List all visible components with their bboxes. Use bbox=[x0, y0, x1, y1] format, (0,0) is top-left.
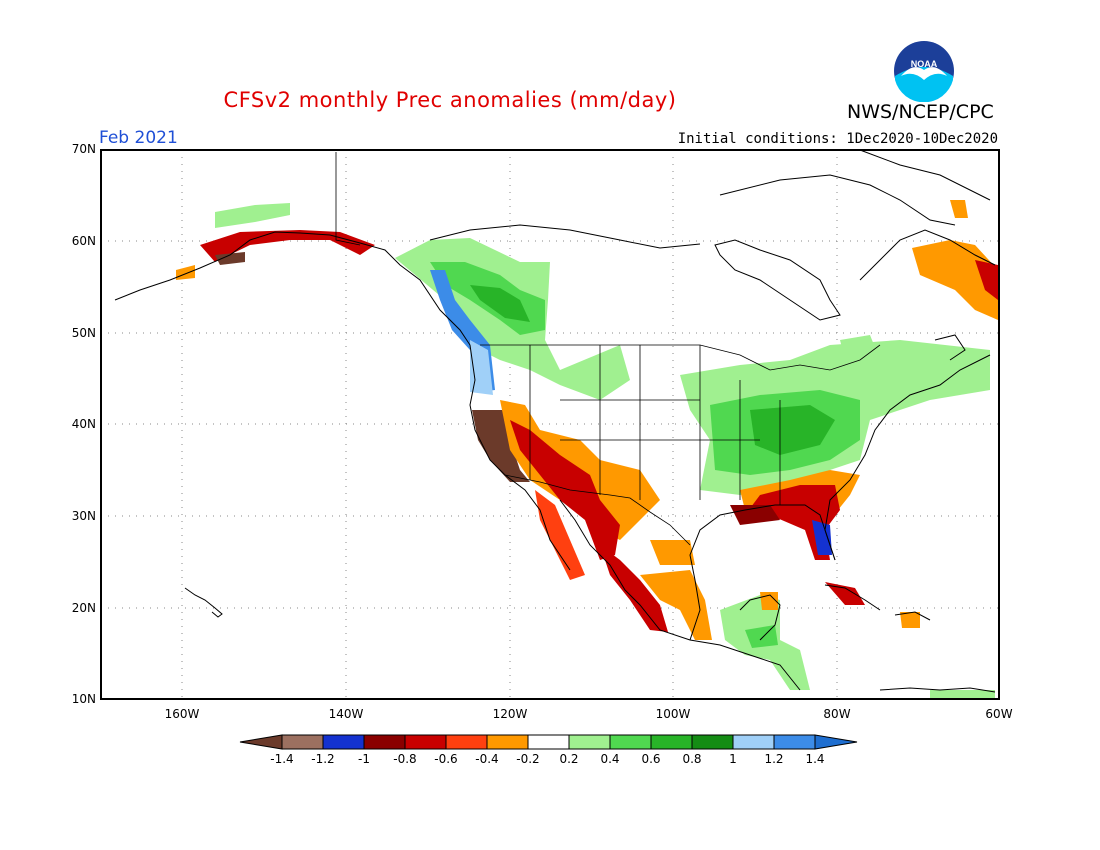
colorbar-swatch bbox=[568, 734, 611, 750]
coast-arctic bbox=[429, 224, 701, 249]
coast-east bbox=[824, 354, 991, 561]
colorbar-swatch bbox=[281, 734, 324, 750]
colorbar-swatch bbox=[773, 734, 816, 750]
colorbar-tick-label: -0.6 bbox=[434, 752, 458, 766]
forecast-period: Feb 2021 bbox=[99, 128, 178, 148]
lat-label-70n: 70N bbox=[71, 142, 96, 156]
coast-hispaniola bbox=[894, 611, 931, 621]
coast-baffin bbox=[719, 174, 956, 226]
colorbar-swatch bbox=[650, 734, 693, 750]
colorbar-tick-label: -0.8 bbox=[393, 752, 417, 766]
noaa-logo: NOAA bbox=[894, 41, 954, 102]
lon-label-120w: 120W bbox=[492, 707, 528, 721]
anomaly-ohio-core bbox=[750, 405, 835, 455]
anomaly-baja-dry bbox=[535, 490, 585, 580]
lat-label-40n: 40N bbox=[71, 417, 96, 431]
colorbar-tick-label: -0.2 bbox=[516, 752, 540, 766]
colorbar-tick-label: -0.4 bbox=[475, 752, 499, 766]
border-states-1 bbox=[529, 345, 781, 505]
anomaly-hispaniola-orange bbox=[900, 612, 920, 628]
colorbar bbox=[239, 734, 858, 750]
anomaly-texas-orange bbox=[650, 540, 695, 565]
coast-cuba bbox=[824, 584, 881, 611]
anomaly-shading bbox=[176, 200, 998, 698]
colorbar-right-arrow bbox=[814, 734, 858, 750]
lon-label-160w: 160W bbox=[164, 707, 200, 721]
colorbar-swatch bbox=[486, 734, 529, 750]
anomaly-florida-blue bbox=[812, 520, 832, 555]
colorbar-tick-label: -1.2 bbox=[311, 752, 335, 766]
anomaly-mexico-orange bbox=[640, 570, 712, 640]
lat-label-20n: 20N bbox=[71, 601, 96, 615]
political-borders bbox=[335, 152, 881, 546]
colorbar-tick-label: 0.8 bbox=[682, 752, 702, 766]
colorbar-swatch bbox=[527, 734, 570, 750]
coast-yucatan bbox=[739, 594, 781, 641]
colorbar-tick-label: -1 bbox=[358, 752, 370, 766]
lon-label-80w: 80W bbox=[823, 707, 851, 721]
lon-label-140w: 140W bbox=[328, 707, 364, 721]
colorbar-tick-label: 1.4 bbox=[805, 752, 825, 766]
colorbar-swatch bbox=[445, 734, 488, 750]
anomaly-great-lakes-east-green bbox=[840, 335, 880, 360]
coast-greenland bbox=[859, 149, 991, 201]
lat-label-30n: 30N bbox=[71, 509, 96, 523]
colorbar-tick-label: 1 bbox=[729, 752, 737, 766]
anomaly-coast-lightblue bbox=[470, 340, 493, 395]
colorbar-swatch bbox=[732, 734, 775, 750]
coast-mexico-pacific bbox=[559, 499, 801, 691]
lat-label-50n: 50N bbox=[71, 326, 96, 340]
initial-conditions: Initial conditions: 1Dec2020-10Dec2020 bbox=[677, 131, 998, 147]
anomaly-caribbean-green bbox=[930, 690, 995, 698]
colorbar-tick-label: 0.6 bbox=[641, 752, 661, 766]
anomaly-mexico-west-dry bbox=[600, 545, 668, 632]
anomaly-alaska-green bbox=[215, 203, 290, 228]
colorbar-tick-label: 0.4 bbox=[600, 752, 620, 766]
coast-labrador bbox=[859, 229, 996, 281]
colorbar-swatch bbox=[691, 734, 734, 750]
map-frame bbox=[100, 149, 1000, 700]
colorbar-left-arrow bbox=[239, 734, 283, 750]
border-alaska-canada bbox=[335, 152, 361, 246]
colorbar-swatch bbox=[322, 734, 365, 750]
lat-label-10n: 10N bbox=[71, 692, 96, 706]
anomaly-california-dry bbox=[472, 410, 530, 482]
chart-title: CFSv2 monthly Prec anomalies (mm/day) bbox=[223, 88, 677, 112]
anomaly-labrador-dry bbox=[912, 240, 998, 320]
anomaly-aleutian-orange bbox=[176, 265, 195, 280]
anomaly-bc-wet-core bbox=[470, 285, 530, 322]
border-us-mexico bbox=[504, 474, 691, 546]
anomaly-alaska-dry bbox=[200, 230, 375, 262]
anomaly-greenland-orange bbox=[950, 200, 968, 218]
coast-hudson-bay bbox=[714, 239, 841, 321]
colorbar-swatch bbox=[609, 734, 652, 750]
colorbar-swatch bbox=[404, 734, 447, 750]
anomaly-alaska-brown bbox=[215, 252, 245, 265]
anomaly-labrador-red bbox=[975, 260, 998, 300]
lon-label-100w: 100W bbox=[655, 707, 691, 721]
coast-newfoundland bbox=[934, 334, 966, 361]
lat-label-60n: 60N bbox=[71, 234, 96, 248]
anomaly-cuba-dry bbox=[825, 582, 865, 605]
lon-label-60w: 60W bbox=[985, 707, 1013, 721]
coast-gulf bbox=[689, 504, 836, 641]
coast-south-america bbox=[879, 687, 996, 693]
colorbar-swatch bbox=[363, 734, 406, 750]
anomaly-southwest-red bbox=[510, 420, 620, 560]
logo-text: NOAA bbox=[911, 59, 938, 69]
colorbar-tick-label: -1.4 bbox=[270, 752, 294, 766]
agency-label: NWS/NCEP/CPC bbox=[847, 101, 994, 123]
colorbar-tick-label: 0.2 bbox=[559, 752, 579, 766]
colorbar-tick-label: 1.2 bbox=[764, 752, 784, 766]
coast-hawaii bbox=[184, 587, 223, 618]
